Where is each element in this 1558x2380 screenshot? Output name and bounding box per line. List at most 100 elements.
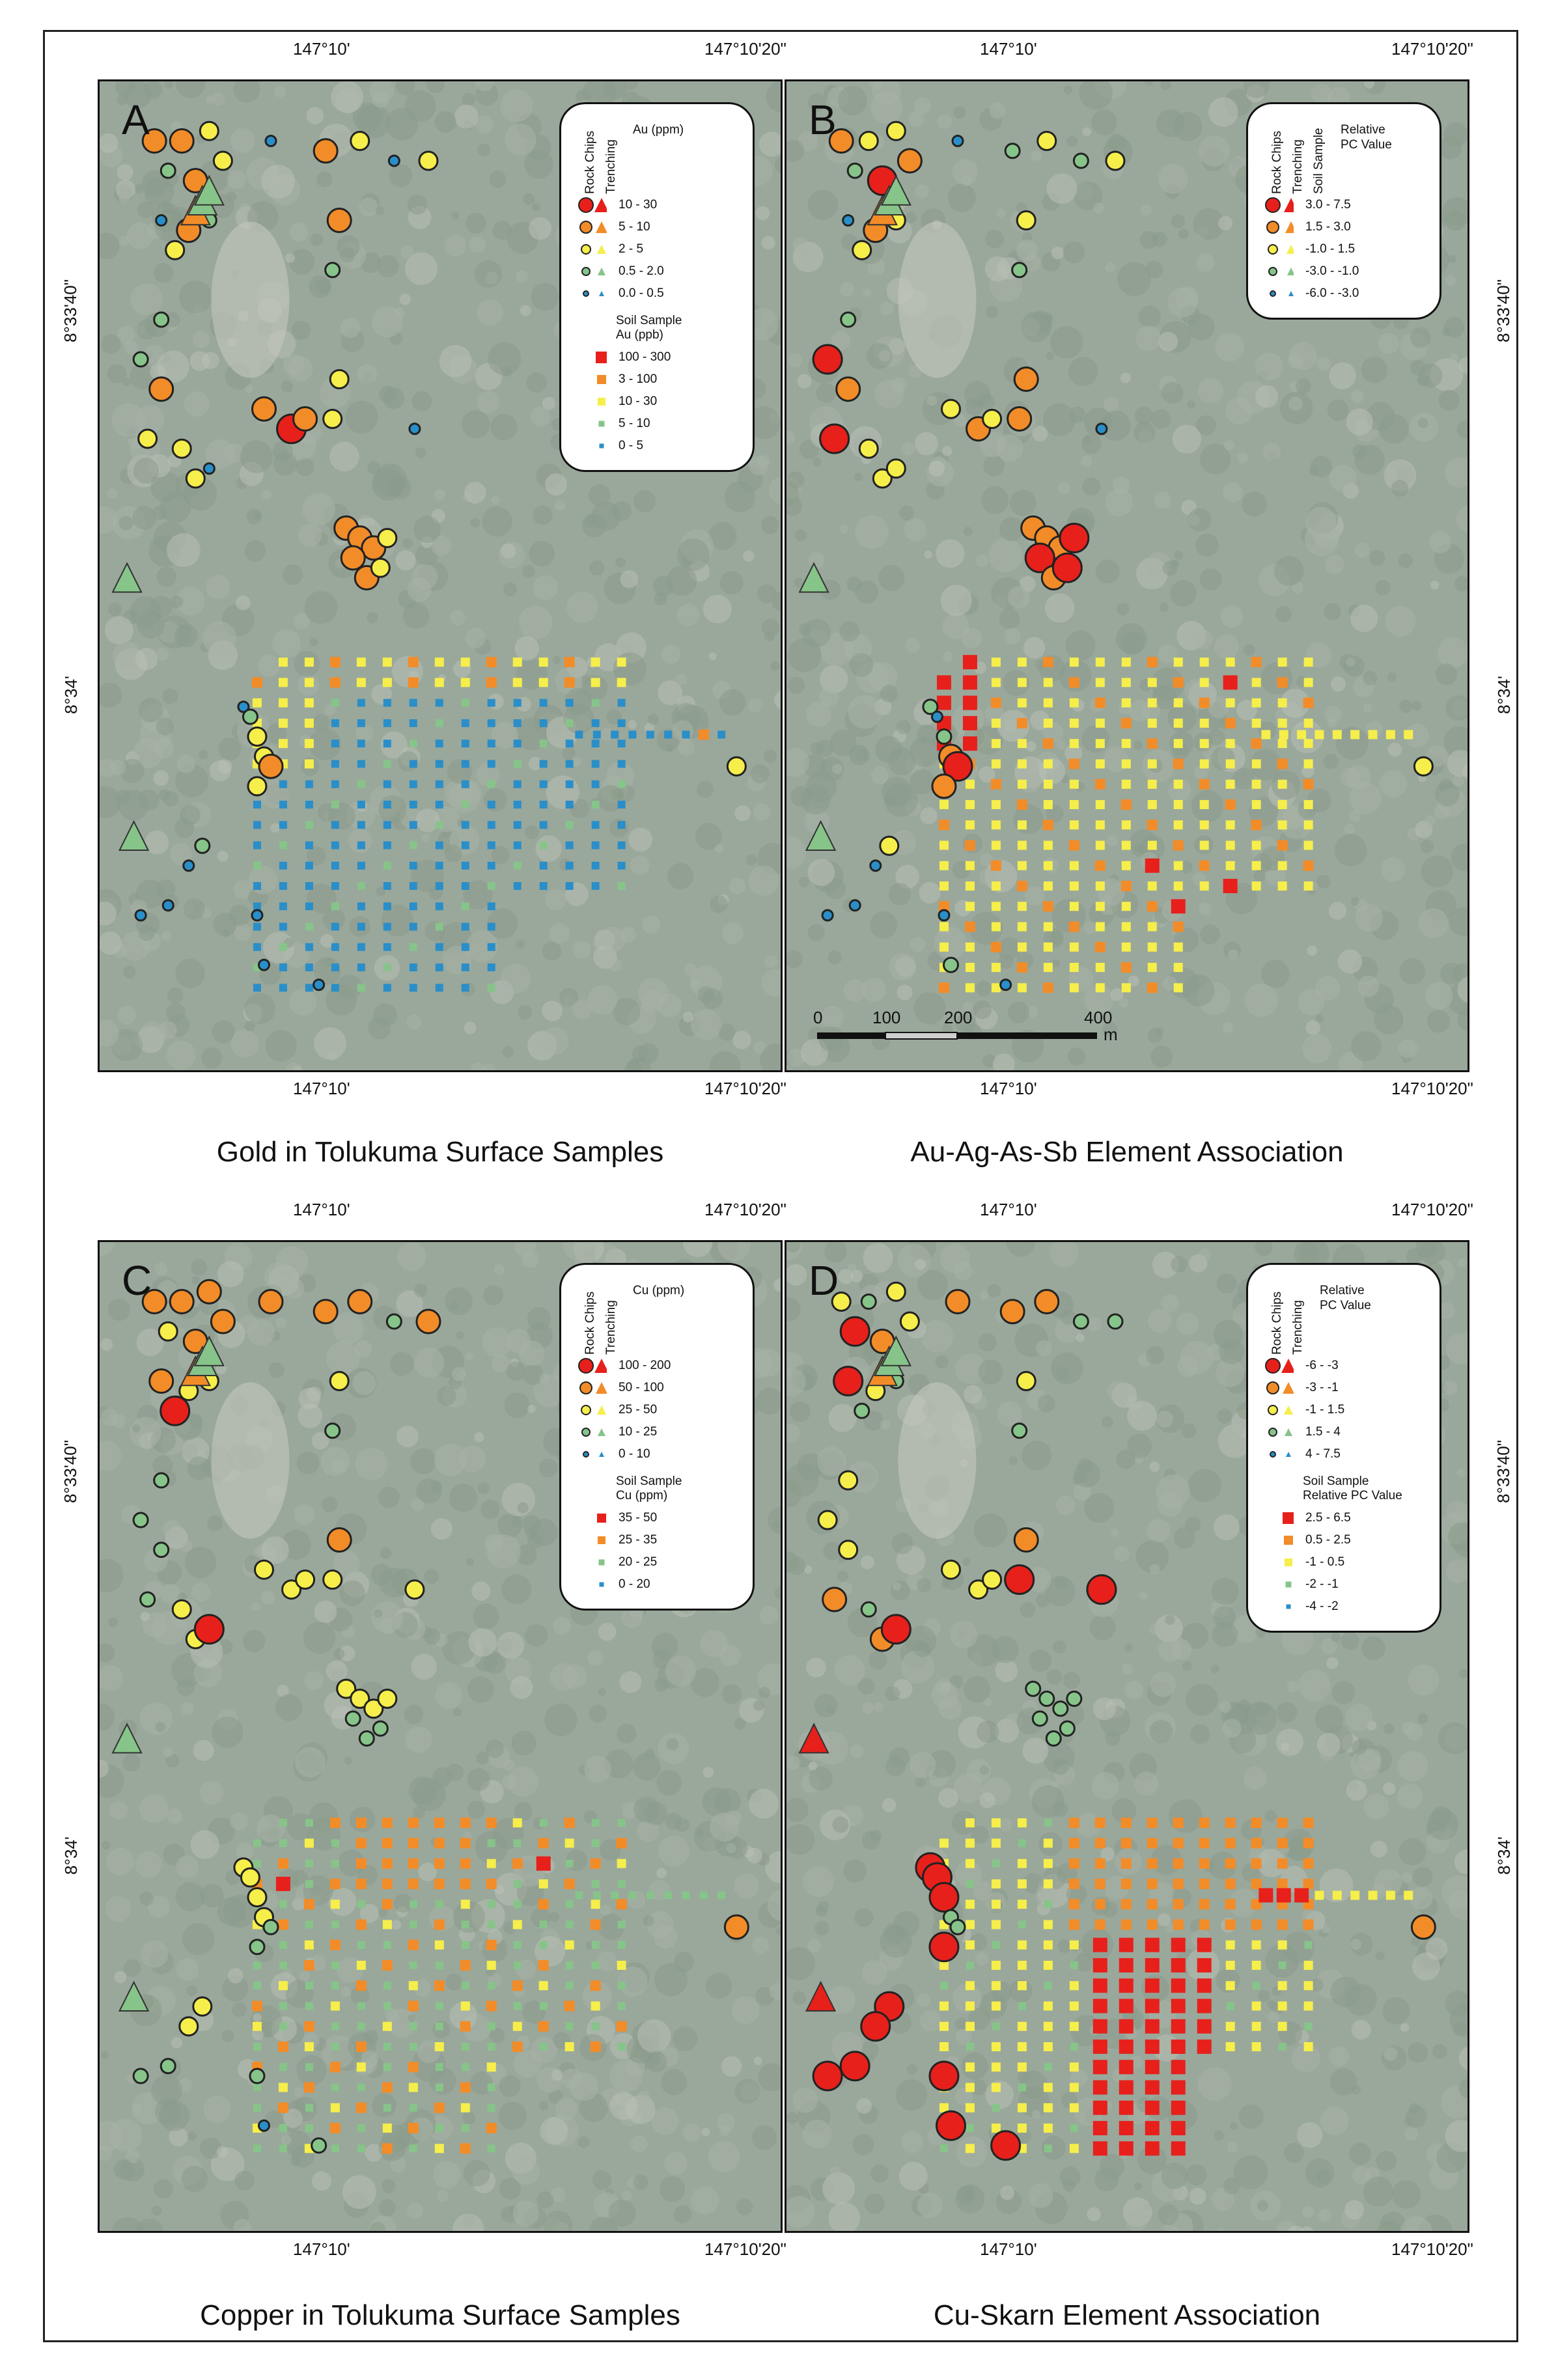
soil-sample-marker xyxy=(965,1838,975,1848)
legend-title: Relative PC Value xyxy=(1341,123,1392,152)
soil-sample-marker xyxy=(539,1920,548,1929)
soil-sample-marker xyxy=(991,820,1001,830)
soil-sample-marker xyxy=(1251,678,1261,687)
soil-sample-marker xyxy=(565,1859,574,1868)
soil-sample-marker xyxy=(1145,1978,1160,1993)
soil-sample-marker xyxy=(1069,942,1079,952)
soil-sample-marker xyxy=(461,699,469,707)
soil-sample-marker xyxy=(564,2000,575,2012)
soil-sample-marker xyxy=(331,963,339,972)
soil-sample-marker xyxy=(991,2062,1001,2072)
rock-chip-marker xyxy=(812,344,843,375)
soil-sample-marker xyxy=(305,2063,313,2071)
rock-chip-marker xyxy=(935,2110,966,2141)
soil-sample-marker xyxy=(965,902,975,911)
rock-chip-marker xyxy=(160,2058,176,2075)
soil-sample-marker xyxy=(538,678,548,687)
legend-row: 0 - 10 xyxy=(578,1443,740,1465)
soil-sample-marker xyxy=(1251,779,1261,789)
legend-class-label: 1.5 - 3.0 xyxy=(1305,220,1351,234)
rock-chip-marker xyxy=(322,1570,343,1590)
soil-sample-marker xyxy=(564,2042,574,2052)
soil-sample-marker xyxy=(331,861,339,870)
rock-chip-marker xyxy=(1052,1700,1069,1717)
soil-sample-marker xyxy=(539,800,548,809)
soil-sample-marker xyxy=(1303,840,1313,850)
soil-sample-marker xyxy=(565,821,574,829)
rock-chip-marker xyxy=(828,128,854,154)
soil-sample-marker xyxy=(1095,963,1105,973)
soil-sample-marker xyxy=(1350,730,1360,740)
soil-sample-marker xyxy=(278,698,288,708)
soil-sample-marker xyxy=(939,2001,949,2011)
rock-chip-marker xyxy=(377,528,398,548)
soil-sample-marker xyxy=(591,760,600,768)
soil-sample-marker xyxy=(1094,1818,1106,1829)
rock-chip-marker xyxy=(1011,262,1028,279)
soil-sample-marker xyxy=(277,2102,288,2113)
soil-sample-marker xyxy=(991,2042,1001,2052)
soil-sample-marker xyxy=(591,1900,600,1909)
legend-class-label: 25 - 50 xyxy=(619,1403,658,1417)
soil-sample-marker xyxy=(409,821,417,829)
soil-sample-marker xyxy=(1225,1878,1236,1889)
rock-chip-marker xyxy=(242,708,258,725)
soil-sample-marker xyxy=(1044,1982,1052,1990)
soil-sample-marker xyxy=(1017,1940,1027,1950)
legend-soil-row: -1 - 0.5 xyxy=(1265,1551,1426,1573)
soil-sample-marker xyxy=(305,1920,313,1929)
rock-chip-marker xyxy=(370,557,391,578)
soil-sample-marker xyxy=(617,780,626,788)
soil-sample-marker xyxy=(1145,2080,1160,2095)
rock-chip-marker xyxy=(858,438,879,459)
soil-sample-marker xyxy=(1199,860,1210,871)
soil-sample-marker xyxy=(1069,779,1079,789)
rock-chip-marker xyxy=(178,2016,199,2037)
soil-sample-marker xyxy=(383,2063,391,2071)
soil-sample-marker xyxy=(487,719,495,727)
soil-sample-marker xyxy=(1147,1838,1158,1849)
rock-chip-marker xyxy=(839,1316,870,1347)
soil-sample-marker xyxy=(461,902,469,911)
soil-sample-marker xyxy=(1199,657,1209,667)
soil-sample-marker xyxy=(435,740,443,748)
soil-sample-marker xyxy=(617,699,626,707)
soil-sample-marker xyxy=(1120,1919,1132,1930)
soil-sample-marker xyxy=(965,2001,975,2011)
soil-sample-marker xyxy=(1043,1960,1053,1970)
soil-sample-marker xyxy=(1119,2121,1134,2136)
soil-sample-marker xyxy=(279,2022,287,2030)
soil-sample-marker xyxy=(512,657,522,667)
soil-sample-marker xyxy=(1120,799,1132,810)
soil-sample-marker xyxy=(1251,2021,1261,2031)
legend-column-heading: Rock Chips xyxy=(583,1291,597,1355)
soil-sample-marker xyxy=(382,2124,392,2133)
soil-sample-marker xyxy=(253,841,261,850)
rock-chip-marker xyxy=(153,1542,170,1558)
legend-row: 3.0 - 7.5 xyxy=(1265,194,1426,216)
soil-sample-marker xyxy=(279,800,287,809)
soil-sample-marker xyxy=(1069,739,1079,749)
soil-sample-marker xyxy=(278,657,288,667)
soil-sample-marker xyxy=(1251,2042,1261,2052)
soil-sample-marker xyxy=(1197,1978,1212,1993)
soil-sample-marker xyxy=(939,799,949,809)
rock-chip-marker xyxy=(247,726,268,747)
soil-sample-marker xyxy=(1199,1838,1210,1849)
rock-chip-marker xyxy=(846,162,863,179)
rock-chip-marker xyxy=(295,1570,316,1590)
panel-letter: B xyxy=(809,96,837,143)
soil-sample-marker xyxy=(487,1839,495,1847)
soil-sample-marker xyxy=(698,729,709,740)
trench-marker xyxy=(193,1335,225,1366)
soil-sample-marker xyxy=(1095,718,1105,728)
soil-sample-marker xyxy=(355,1838,367,1849)
soil-sample-marker xyxy=(1277,799,1287,809)
legend-soil-title: Soil Sample Cu (ppm) xyxy=(616,1474,682,1502)
legend-symbol xyxy=(578,262,607,281)
legend-symbol xyxy=(578,1356,607,1376)
soil-sample-marker xyxy=(1069,799,1079,809)
rock-chip-marker xyxy=(930,710,943,723)
legend-class-label: 3.0 - 7.5 xyxy=(1305,198,1351,212)
rock-chip-marker xyxy=(982,409,1003,429)
